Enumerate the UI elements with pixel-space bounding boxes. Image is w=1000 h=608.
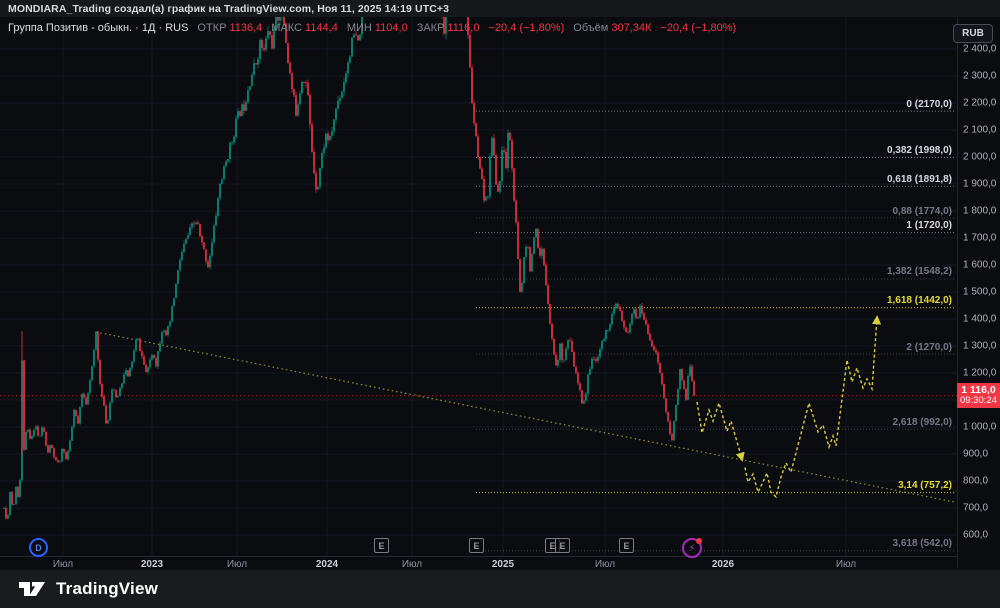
volume: Объём 307,34К [573,22,652,34]
fib-label: 2 (1270,0) [906,341,952,353]
price-axis[interactable]: 2 400,0 2 300,0 2 200,0 2 100,0 2 000,0 1 900… [957,17,1000,568]
time-tick-month: Июл [401,559,423,570]
fib-label: 0,88 (1774,0) [892,205,953,217]
price-tick: 1 700,0 [963,232,997,244]
fib-label: 0 (2170,0) [906,98,952,110]
fib-label: 0,382 (1998,0) [886,145,952,157]
price-tick: 1 600,0 [963,259,997,271]
ohlc-close: ЗАКР 1116,0 [416,22,480,34]
earnings-marker[interactable]: E [374,538,389,553]
time-tick-month: Июл [594,559,616,570]
time-tick-month: Июл [52,559,74,570]
ohlc-high: МАКС 1144,4 [271,22,338,34]
earnings-marker[interactable]: E [555,538,570,553]
ohlc-open: ОТКР 1136,4 [197,22,263,34]
price-tick: 700,0 [963,502,989,514]
volume-change: −20,4 (−1,80%) [660,22,737,34]
price-tick: 1 200,0 [963,367,997,379]
trendline[interactable] [95,331,956,503]
fib-label: 1 (1720,0) [906,220,952,232]
earnings-marker[interactable]: E [619,538,634,553]
time-tick-year: 2025 [491,559,515,570]
price-tick: 2 100,0 [963,124,997,136]
tradingview-brand[interactable]: TradingView [18,578,158,600]
last-price-value: 1 116,0 [961,383,996,396]
fib-label: 0,618 (1891,8) [886,173,952,185]
price-tick: 2 400,0 [963,43,997,55]
fib-label: 3,14 (757,2) [898,480,952,492]
price-tick: 900,0 [963,448,989,460]
price-tick: 1 300,0 [963,340,997,352]
fib-label: 3,618 (542,0) [892,538,953,550]
elliott-projection[interactable] [696,400,745,462]
symbol-title[interactable]: Группа Позитив - обыкн. · 1Д · RUS [8,22,189,34]
symbol-legend: Группа Позитив - обыкн. · 1Д · RUS ОТКР … [8,22,736,34]
price-change: −20,4 (−1,80%) [488,22,565,34]
price-tick: 800,0 [963,475,989,487]
elliott-projection[interactable] [744,315,882,499]
price-tick: 2 000,0 [963,151,997,163]
time-tick-year: 2024 [315,559,339,570]
price-tick: 600,0 [963,529,989,541]
dividend-marker[interactable]: D [29,538,48,557]
earnings-marker[interactable]: E [469,538,484,553]
price-tick: 1 400,0 [963,313,997,325]
fib-label: 1,618 (1442,0) [886,295,952,307]
price-tick: 1 900,0 [963,178,997,190]
price-tick: 1 800,0 [963,205,997,217]
time-axis[interactable]: Июл 2023 Июл 2024 Июл 2025 Июл 2026 Июл [0,556,957,571]
attribution-text: MONDIARA_Trading создал(а) график на Tra… [8,2,450,15]
time-tick-year: 2023 [140,559,164,570]
fib-label: 2,618 (992,0) [892,416,953,428]
attribution-bar: MONDIARA_Trading создал(а) график на Tra… [0,0,1000,17]
footer-bar: TradingView [0,570,1000,608]
price-tick: 2 200,0 [963,97,997,109]
fib-label: 1,382 (1548,2) [886,266,952,278]
tradingview-brand-name: TradingView [56,579,159,598]
price-tick: 1 000,0 [963,421,997,433]
tradingview-logo-icon [19,582,45,596]
alert-dot [696,538,702,544]
last-price-tag: 1 116,0 09:30:24 [957,382,1000,408]
price-tick: 1 500,0 [963,286,997,298]
time-tick-year: 2026 [711,559,735,570]
ohlc-low: МИН 1104,0 [346,22,408,34]
upcoming-earnings-marker[interactable]: ⚡ [682,538,702,558]
bar-countdown: 09:30:24 [960,394,997,406]
price-tick: 2 300,0 [963,70,997,82]
time-tick-month: Июл [226,559,248,570]
currency-toggle-button[interactable]: RUB [953,24,993,43]
time-tick-month: Июл [835,559,857,570]
